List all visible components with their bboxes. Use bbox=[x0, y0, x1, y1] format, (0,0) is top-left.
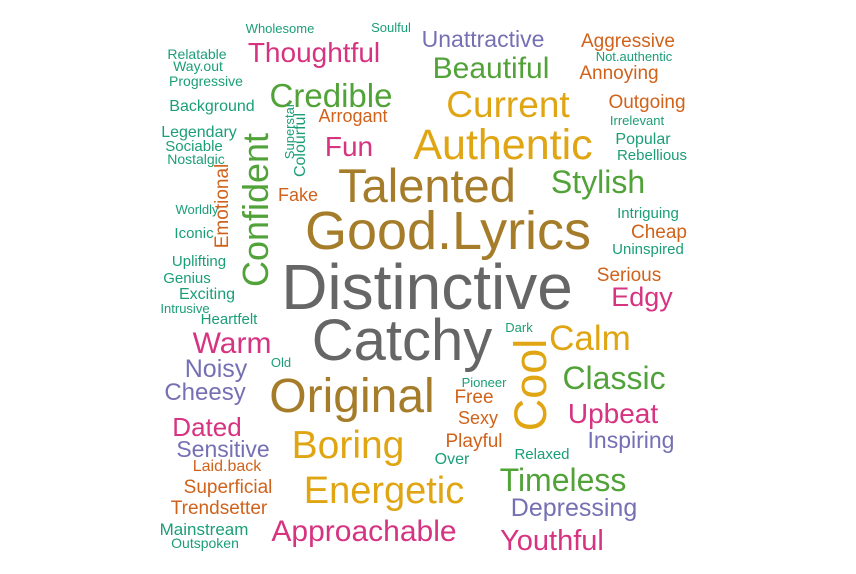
word-laid-back: Laid.back bbox=[193, 458, 262, 475]
word-irrelevant: Irrelevant bbox=[610, 113, 665, 128]
word-nostalgic: Nostalgic bbox=[167, 151, 225, 167]
word-legendary: Legendary bbox=[161, 124, 237, 141]
word-over: Over bbox=[435, 451, 470, 468]
word-edgy: Edgy bbox=[611, 282, 673, 312]
word-emotional: Emotional bbox=[212, 164, 233, 249]
word-background: Background bbox=[169, 98, 254, 115]
word-colourful: Colourful bbox=[292, 113, 309, 177]
word-warm: Warm bbox=[193, 327, 272, 360]
word-unattractive: Unattractive bbox=[422, 26, 545, 52]
word-cool: Cool bbox=[505, 339, 556, 432]
word-genius: Genius bbox=[163, 270, 211, 287]
word-timeless: Timeless bbox=[500, 462, 627, 498]
word-serious: Serious bbox=[597, 265, 661, 286]
word-relaxed: Relaxed bbox=[514, 446, 569, 463]
word-heartfelt: Heartfelt bbox=[201, 311, 259, 328]
word-old: Old bbox=[271, 355, 291, 370]
word-sensitive: Sensitive bbox=[176, 436, 269, 462]
word-free: Free bbox=[454, 387, 493, 408]
word-dark: Dark bbox=[505, 320, 533, 335]
word-outspoken: Outspoken bbox=[171, 535, 239, 551]
word-fun: Fun bbox=[325, 131, 373, 162]
word-rebellious: Rebellious bbox=[617, 147, 687, 164]
word-trendsetter: Trendsetter bbox=[171, 498, 268, 519]
word-iconic: Iconic bbox=[174, 225, 214, 242]
word-authentic: Authentic bbox=[413, 121, 592, 169]
word-cheap: Cheap bbox=[631, 222, 687, 243]
word-not-authentic: Not.authentic bbox=[596, 49, 673, 64]
word-arrogant: Arrogant bbox=[318, 106, 387, 126]
word-sexy: Sexy bbox=[458, 408, 498, 428]
word-wholesome: Wholesome bbox=[246, 21, 315, 36]
word-way-out: Way.out bbox=[173, 58, 223, 74]
word-dated: Dated bbox=[172, 412, 241, 442]
word-confident: Confident bbox=[235, 133, 276, 287]
word-sociable: Sociable bbox=[165, 138, 223, 155]
word-relatable: Relatable bbox=[167, 46, 226, 62]
word-original: Original bbox=[269, 370, 434, 423]
word-worldly: Worldly bbox=[175, 202, 219, 217]
word-stylish: Stylish bbox=[551, 164, 645, 200]
word-calm: Calm bbox=[549, 319, 631, 358]
word-classic: Classic bbox=[562, 360, 665, 396]
word-soulful: Soulful bbox=[371, 20, 411, 35]
word-uplifting: Uplifting bbox=[172, 253, 226, 270]
word-inspiring: Inspiring bbox=[588, 427, 675, 453]
word-intriguing: Intriguing bbox=[617, 205, 679, 222]
word-mainstream: Mainstream bbox=[160, 520, 249, 539]
word-approachable: Approachable bbox=[271, 515, 456, 548]
word-progressive: Progressive bbox=[169, 73, 243, 89]
word-popular: Popular bbox=[615, 131, 671, 148]
word-playful: Playful bbox=[445, 431, 502, 452]
word-pioneer: Pioneer bbox=[462, 375, 507, 390]
word-superstar: Superstar bbox=[282, 102, 297, 159]
word-fake: Fake bbox=[278, 185, 318, 205]
word-talented: Talented bbox=[338, 159, 516, 212]
word-youthful: Youthful bbox=[500, 525, 604, 557]
word-annoying: Annoying bbox=[579, 63, 658, 84]
word-depressing: Depressing bbox=[511, 494, 637, 522]
word-boring: Boring bbox=[292, 424, 405, 467]
word-upbeat: Upbeat bbox=[568, 398, 659, 429]
word-good-lyrics: Good.Lyrics bbox=[305, 201, 591, 261]
word-current: Current bbox=[446, 84, 570, 125]
word-thoughtful: Thoughtful bbox=[248, 37, 380, 68]
word-exciting: Exciting bbox=[179, 286, 235, 303]
word-cheesy: Cheesy bbox=[164, 379, 245, 406]
word-credible: Credible bbox=[270, 77, 393, 114]
word-beautiful: Beautiful bbox=[433, 52, 550, 85]
word-uninspired: Uninspired bbox=[612, 241, 684, 258]
word-energetic: Energetic bbox=[304, 470, 465, 512]
word-intrusive: Intrusive bbox=[160, 301, 209, 316]
word-superficial: Superficial bbox=[184, 477, 273, 498]
word-outgoing: Outgoing bbox=[608, 92, 685, 113]
word-distinctive: Distinctive bbox=[281, 251, 573, 323]
word-aggressive: Aggressive bbox=[581, 31, 675, 52]
word-noisy: Noisy bbox=[185, 355, 248, 383]
word-catchy: Catchy bbox=[312, 308, 493, 373]
